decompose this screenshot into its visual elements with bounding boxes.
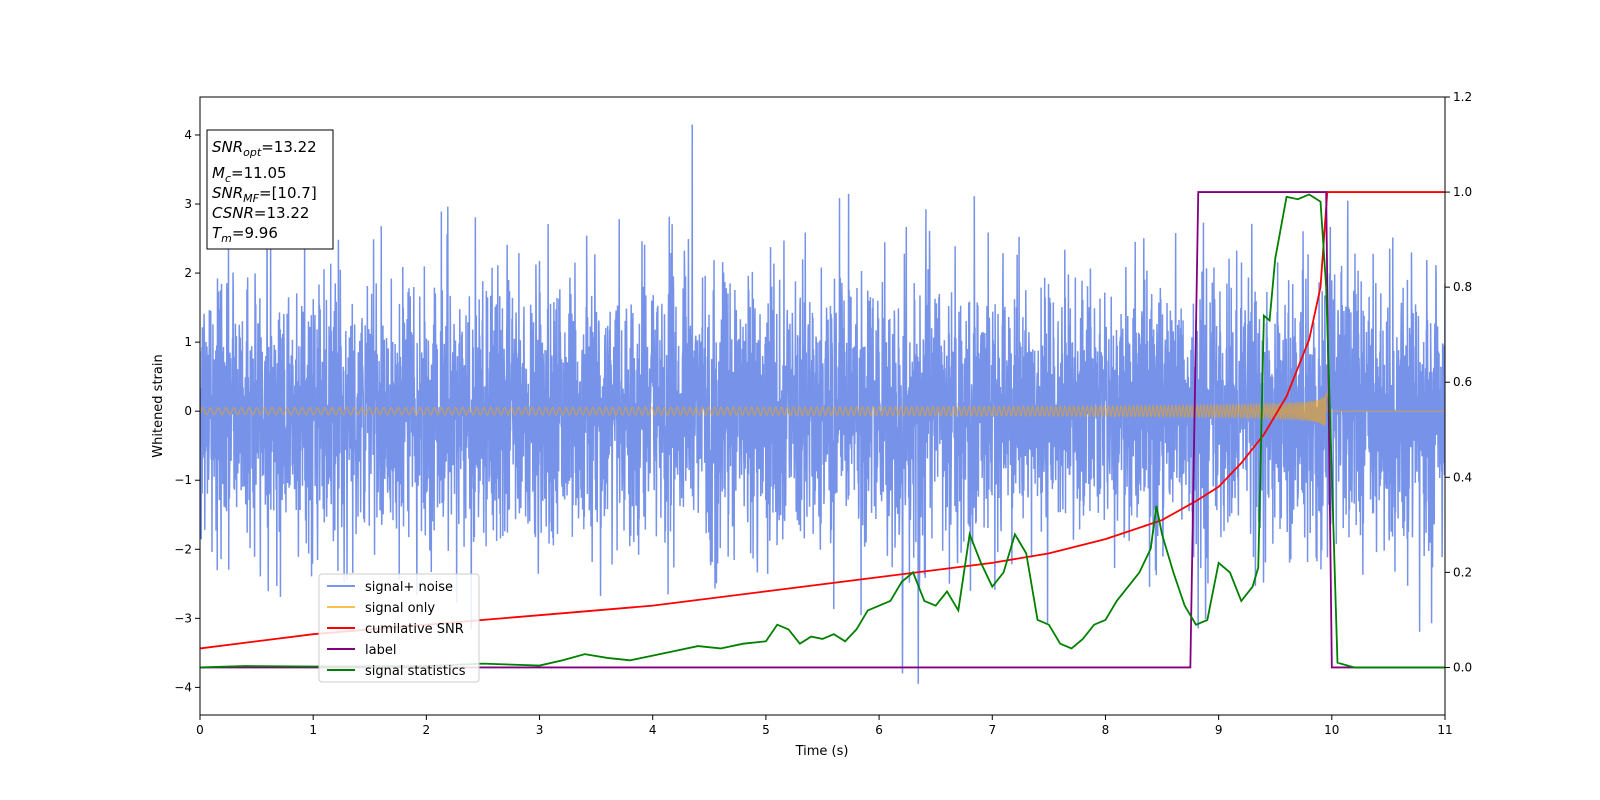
y-right-tick-label: 1.2 (1453, 90, 1472, 104)
series-layer (200, 124, 1445, 684)
svg-text:SNRMF=[10.7]: SNRMF=[10.7] (212, 184, 317, 205)
x-tick-label: 3 (536, 723, 544, 737)
y-tick-label: 2 (184, 266, 192, 280)
svg-text:SNRopt=13.22: SNRopt=13.22 (212, 138, 317, 159)
y-tick-label: −2 (174, 542, 192, 556)
x-axis: 0 1 2 3 4 5 6 7 8 9 10 11 (196, 715, 1453, 737)
y-axis-label: Whitened strain (151, 354, 166, 457)
x-tick-label: 10 (1324, 723, 1339, 737)
plot-frame (199, 96, 1446, 716)
y-tick-label: 0 (184, 404, 192, 418)
x-tick-label: 5 (762, 723, 770, 737)
y-tick-label: 1 (184, 335, 192, 349)
legend: signal+ noise signal only cumilative SNR la… (318, 573, 480, 683)
x-axis-label: Time (s) (795, 744, 849, 759)
x-tick-label: 6 (875, 723, 883, 737)
y-tick-label: −3 (174, 611, 192, 625)
x-tick-label: 1 (309, 723, 317, 737)
y-axis-left: −4 −3 −2 −1 0 1 2 3 4 (174, 128, 200, 694)
series-signal-statistics (200, 193, 1445, 669)
info-snr-mf: =[10.7] (259, 184, 317, 202)
y-tick-label: 4 (184, 128, 192, 142)
svg-text:CSNR=13.22: CSNR=13.22 (212, 204, 309, 222)
y-tick-label: −4 (174, 680, 192, 694)
y-axis-right: 0.0 0.2 0.4 0.6 0.8 1.0 1.2 (1445, 90, 1472, 674)
series-signal-noise (200, 124, 1445, 684)
y-right-tick-label: 0.4 (1453, 470, 1472, 484)
x-tick-label: 0 (196, 723, 204, 737)
y-right-tick-label: 1.0 (1453, 185, 1472, 199)
info-csnr: =13.22 (254, 204, 310, 222)
y-tick-label: −1 (174, 473, 192, 487)
info-tm: =9.96 (232, 224, 278, 242)
info-box: SNRopt=13.22 Mc=11.05 SNRMF=[10.7] CSNR=… (206, 129, 334, 250)
svg-text:Tm=9.96: Tm=9.96 (212, 224, 278, 245)
info-snr-opt: =13.22 (261, 138, 317, 156)
legend-label: signal only (365, 601, 435, 616)
x-tick-label: 2 (423, 723, 431, 737)
x-tick-label: 4 (649, 723, 657, 737)
x-tick-label: 8 (1102, 723, 1110, 737)
y-tick-label: 3 (184, 197, 192, 211)
svg-text:Mc=11.05: Mc=11.05 (212, 164, 287, 185)
y-right-tick-label: 0.2 (1453, 565, 1472, 579)
legend-label: cumilative SNR (365, 622, 464, 637)
series-cumulative-snr (200, 191, 1445, 650)
x-tick-label: 9 (1215, 723, 1223, 737)
x-tick-label: 7 (988, 723, 996, 737)
x-tick-label: 11 (1437, 723, 1452, 737)
legend-label: label (365, 643, 396, 658)
y-right-tick-label: 0.0 (1453, 660, 1472, 674)
info-mc: =11.05 (231, 164, 287, 182)
y-right-tick-label: 0.8 (1453, 280, 1472, 294)
series-label (200, 191, 1445, 669)
legend-label: signal+ noise (365, 580, 453, 595)
series-signal-only (200, 393, 1445, 427)
legend-label: signal statistics (365, 664, 466, 679)
y-right-tick-label: 0.6 (1453, 375, 1472, 389)
